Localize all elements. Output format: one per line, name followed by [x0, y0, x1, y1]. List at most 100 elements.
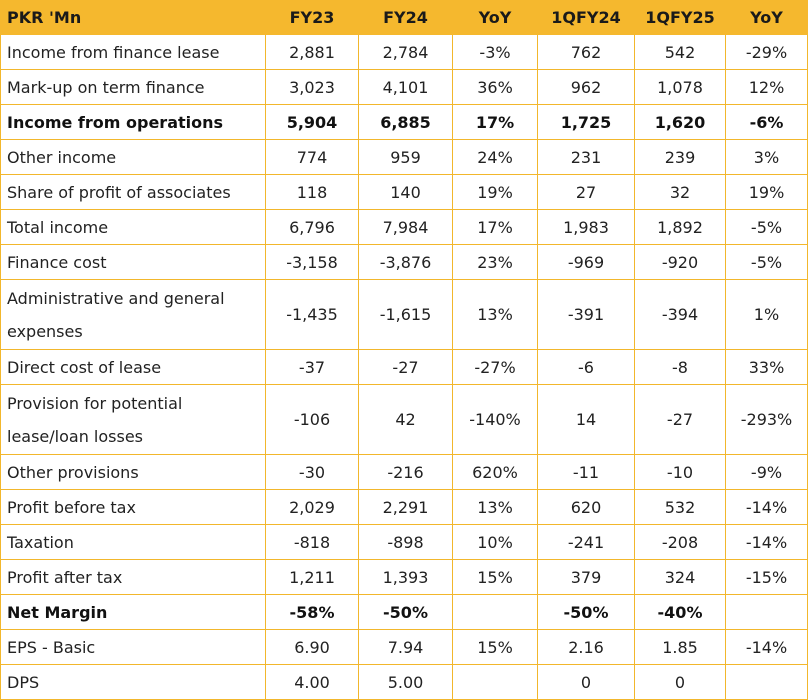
- cell-yoy-quarter: 33%: [725, 349, 808, 385]
- cell-yoy-quarter: -29%: [725, 34, 808, 70]
- cell-yoy-annual: 620%: [452, 454, 538, 490]
- table-row: Net Margin -58% -50% -50% -40%: [0, 594, 808, 630]
- table-row: Income from operations 5,904 6,885 17% 1…: [0, 104, 808, 140]
- row-label: Direct cost of lease: [0, 349, 266, 385]
- cell-yoy-annual: 23%: [452, 244, 538, 280]
- header-yoy-annual: YoY: [452, 0, 538, 35]
- row-label: Mark-up on term finance: [0, 69, 266, 105]
- header-1qfy24: 1QFY24: [537, 0, 635, 35]
- cell-1qfy25: -208: [634, 524, 726, 560]
- cell-1qfy25: -10: [634, 454, 726, 490]
- row-label: Profit after tax: [0, 559, 266, 595]
- cell-yoy-annual: -3%: [452, 34, 538, 70]
- cell-yoy-quarter: -14%: [725, 629, 808, 665]
- row-label: Income from operations: [0, 104, 266, 140]
- cell-fy23: -106: [265, 384, 359, 455]
- cell-fy23: 1,211: [265, 559, 359, 595]
- cell-fy24: -3,876: [358, 244, 453, 280]
- cell-yoy-quarter: -6%: [725, 104, 808, 140]
- cell-yoy-annual: 19%: [452, 174, 538, 210]
- cell-fy24: 6,885: [358, 104, 453, 140]
- cell-fy24: 959: [358, 139, 453, 175]
- cell-fy23: 5,904: [265, 104, 359, 140]
- header-fy24: FY24: [358, 0, 453, 35]
- cell-yoy-annual: [452, 594, 538, 630]
- cell-yoy-annual: 10%: [452, 524, 538, 560]
- cell-yoy-annual: -140%: [452, 384, 538, 455]
- cell-fy24: -216: [358, 454, 453, 490]
- row-label: Other provisions: [0, 454, 266, 490]
- row-label: Administrative and general expenses: [0, 279, 266, 350]
- cell-1qfy25: 1,078: [634, 69, 726, 105]
- cell-1qfy25: -8: [634, 349, 726, 385]
- cell-1qfy24: 2.16: [537, 629, 635, 665]
- cell-fy24: 2,291: [358, 489, 453, 525]
- cell-fy23: 4.00: [265, 664, 359, 700]
- cell-fy23: -30: [265, 454, 359, 490]
- table-row: DPS 4.00 5.00 0 0: [0, 664, 808, 700]
- cell-yoy-quarter: -9%: [725, 454, 808, 490]
- table-row: Direct cost of lease -37 -27 -27% -6 -8 …: [0, 349, 808, 385]
- cell-1qfy24: 1,725: [537, 104, 635, 140]
- cell-yoy-quarter: [725, 594, 808, 630]
- cell-1qfy24: 14: [537, 384, 635, 455]
- cell-fy24: 4,101: [358, 69, 453, 105]
- cell-yoy-annual: 17%: [452, 104, 538, 140]
- table-row: Provision for potential lease/loan losse…: [0, 384, 808, 455]
- cell-fy23: -818: [265, 524, 359, 560]
- cell-1qfy25: 324: [634, 559, 726, 595]
- cell-1qfy25: 532: [634, 489, 726, 525]
- cell-1qfy25: -394: [634, 279, 726, 350]
- header-yoy-quarter: YoY: [725, 0, 808, 35]
- table-row: EPS - Basic 6.90 7.94 15% 2.16 1.85 -14%: [0, 629, 808, 665]
- cell-yoy-quarter: 3%: [725, 139, 808, 175]
- header-fy23: FY23: [265, 0, 359, 35]
- table-row: Other provisions -30 -216 620% -11 -10 -…: [0, 454, 808, 490]
- row-label: Total income: [0, 209, 266, 245]
- cell-yoy-quarter: [725, 664, 808, 700]
- cell-fy24: 7,984: [358, 209, 453, 245]
- cell-1qfy25: 1,620: [634, 104, 726, 140]
- table-row: Finance cost -3,158 -3,876 23% -969 -920…: [0, 244, 808, 280]
- cell-fy24: 140: [358, 174, 453, 210]
- cell-yoy-annual: 13%: [452, 489, 538, 525]
- row-label: Income from finance lease: [0, 34, 266, 70]
- header-1qfy25: 1QFY25: [634, 0, 726, 35]
- cell-fy23: 6,796: [265, 209, 359, 245]
- cell-fy24: 5.00: [358, 664, 453, 700]
- cell-1qfy24: -969: [537, 244, 635, 280]
- table-row: Other income 774 959 24% 231 239 3%: [0, 139, 808, 175]
- cell-1qfy25: 239: [634, 139, 726, 175]
- cell-fy23: 774: [265, 139, 359, 175]
- table-row: Taxation -818 -898 10% -241 -208 -14%: [0, 524, 808, 560]
- header-unit: PKR 'Mn: [0, 0, 266, 35]
- cell-fy24: 1,393: [358, 559, 453, 595]
- row-label: Profit before tax: [0, 489, 266, 525]
- cell-1qfy25: 32: [634, 174, 726, 210]
- table-header-row: PKR 'Mn FY23 FY24 YoY 1QFY24 1QFY25 YoY: [0, 0, 808, 35]
- cell-1qfy24: 1,983: [537, 209, 635, 245]
- cell-1qfy24: 0: [537, 664, 635, 700]
- cell-fy23: -58%: [265, 594, 359, 630]
- table-row: Mark-up on term finance 3,023 4,101 36% …: [0, 69, 808, 105]
- cell-fy24: -50%: [358, 594, 453, 630]
- cell-fy23: -1,435: [265, 279, 359, 350]
- cell-1qfy25: -40%: [634, 594, 726, 630]
- row-label: Finance cost: [0, 244, 266, 280]
- row-label: Other income: [0, 139, 266, 175]
- cell-yoy-quarter: -5%: [725, 244, 808, 280]
- cell-yoy-quarter: -14%: [725, 489, 808, 525]
- cell-yoy-annual: 13%: [452, 279, 538, 350]
- cell-yoy-annual: -27%: [452, 349, 538, 385]
- cell-fy24: 2,784: [358, 34, 453, 70]
- row-label: Share of profit of associates: [0, 174, 266, 210]
- cell-yoy-annual: 17%: [452, 209, 538, 245]
- cell-1qfy25: -920: [634, 244, 726, 280]
- cell-fy24: -27: [358, 349, 453, 385]
- row-label: Provision for potential lease/loan losse…: [0, 384, 266, 455]
- cell-1qfy25: -27: [634, 384, 726, 455]
- cell-fy23: 2,881: [265, 34, 359, 70]
- cell-1qfy24: 379: [537, 559, 635, 595]
- cell-1qfy24: 962: [537, 69, 635, 105]
